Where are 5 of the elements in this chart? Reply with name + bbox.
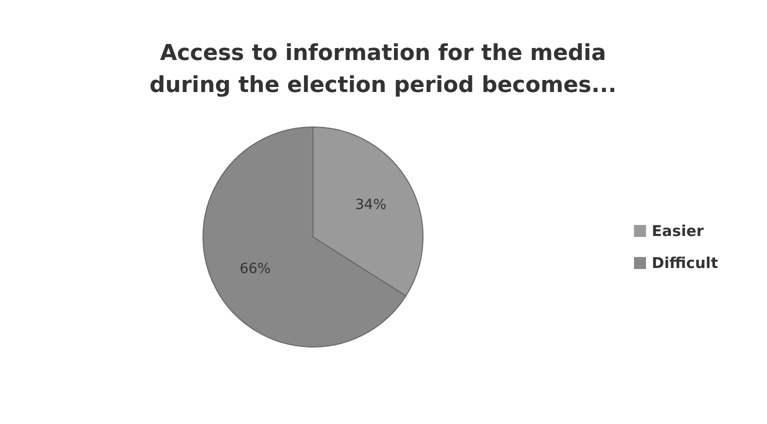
legend-label: Easier [652, 222, 704, 240]
chart-title: Access to information for the media during the election period becomes... [148, 40, 618, 100]
data-label: 34% [355, 197, 386, 214]
data-label: 66% [240, 260, 271, 277]
legend-label: Difficult [652, 254, 718, 272]
